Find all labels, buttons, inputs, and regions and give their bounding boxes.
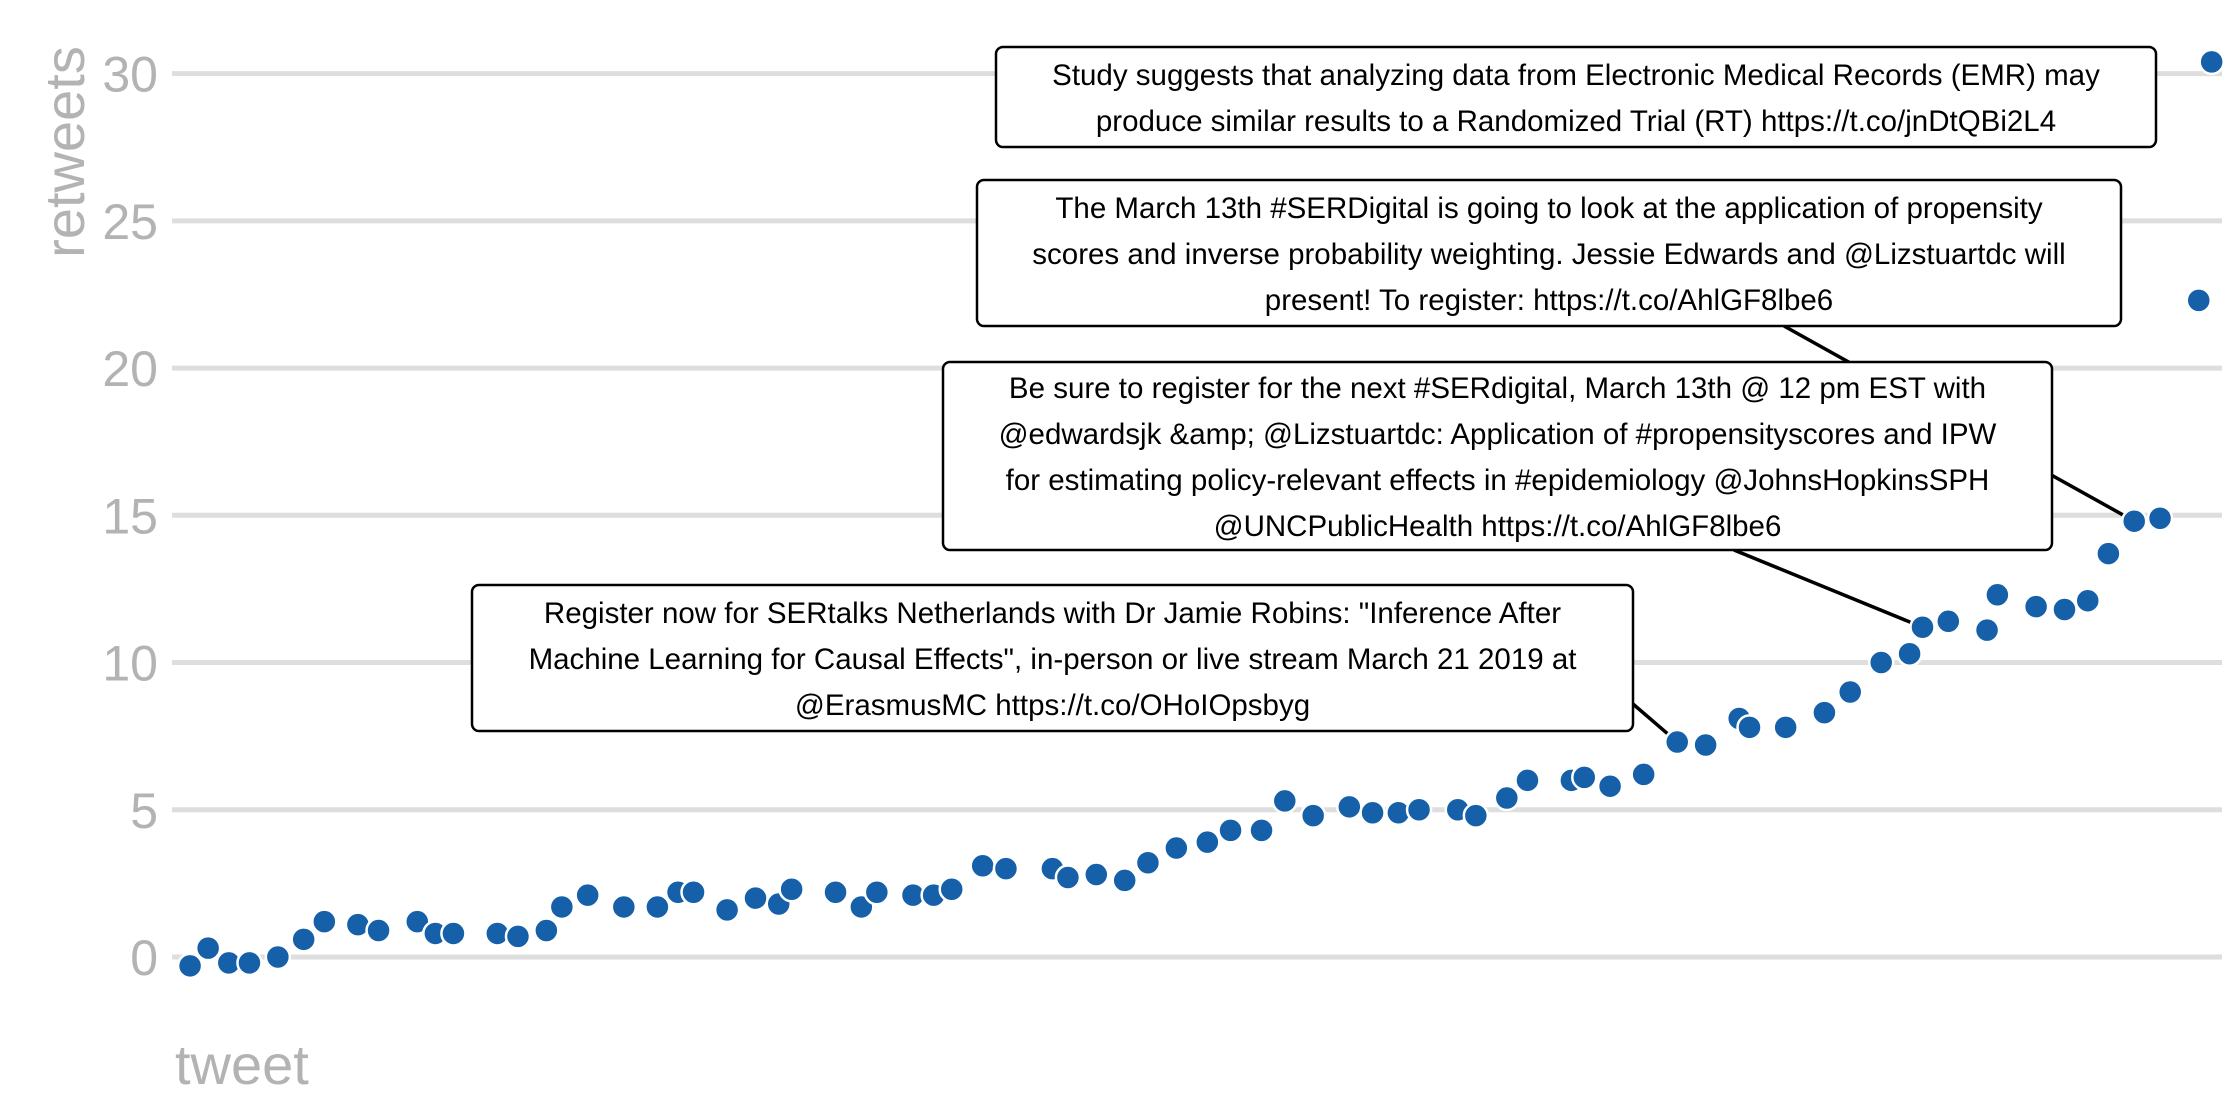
annotation-text-line: Machine Learning for Causal Effects", in… — [529, 643, 1577, 676]
data-point — [822, 878, 849, 906]
annotation-leader-line — [1733, 548, 1924, 629]
data-point — [1663, 728, 1691, 756]
data-point — [938, 876, 965, 903]
data-point — [404, 908, 431, 935]
data-point — [533, 917, 560, 944]
data-point — [1596, 772, 1624, 800]
data-point — [365, 917, 392, 944]
data-point — [1896, 640, 1923, 667]
y-tick-label: 25 — [102, 194, 158, 250]
y-axis-title: retweets — [33, 46, 96, 258]
annotation-text-line: Study suggests that analyzing data from … — [1052, 59, 2100, 92]
data-point — [742, 884, 769, 912]
data-point — [2095, 540, 2122, 567]
data-point — [2198, 48, 2225, 76]
data-point — [1571, 764, 1598, 791]
data-point — [2074, 587, 2101, 614]
annotation-text-line: for estimating policy-relevant effects i… — [1006, 464, 1990, 497]
data-point — [1163, 834, 1190, 862]
annotation-text-line: scores and inverse probability weighting… — [1032, 238, 2065, 271]
data-point — [236, 949, 263, 977]
data-point — [1054, 864, 1082, 891]
data-point — [194, 934, 222, 962]
y-tick-label: 5 — [130, 783, 158, 839]
data-point — [1772, 714, 1799, 741]
data-point — [1493, 784, 1521, 812]
data-point — [969, 852, 996, 879]
data-point — [1984, 581, 2011, 609]
annotation-text-line: @ErasmusMC https://t.co/OHoIOpsbyg — [795, 689, 1310, 722]
data-point — [504, 923, 532, 950]
annotation-text-line: Register now for SERtalks Netherlands wi… — [544, 597, 1561, 630]
data-point — [1248, 817, 1275, 844]
data-point — [1909, 613, 1936, 641]
annotation-box — [975, 178, 2123, 328]
data-point — [1973, 616, 2001, 644]
data-point — [1359, 799, 1386, 826]
data-point — [1336, 793, 1363, 821]
annotation-box — [941, 360, 2054, 552]
annotation-text-line: @edwardsjk &amp; @Lizstuartdc: Applicati… — [999, 418, 1997, 451]
data-point — [1692, 731, 1719, 759]
data-point — [1811, 699, 1838, 726]
data-point — [1867, 649, 1895, 676]
data-point — [2185, 287, 2213, 314]
data-point — [863, 878, 891, 906]
data-point — [1134, 849, 1162, 877]
annotation-box — [470, 583, 1635, 733]
annotation-box — [994, 45, 2158, 149]
data-point — [713, 896, 741, 924]
annotation-label: The March 13th #SERDigital is going to l… — [975, 178, 2123, 328]
data-point — [311, 908, 338, 935]
data-point — [1630, 761, 1657, 788]
y-tick-label: 10 — [102, 636, 158, 692]
annotation-text-line: @UNCPublicHealth https://t.co/AhlGF8lbe6 — [1214, 510, 1782, 543]
data-point — [1462, 802, 1490, 829]
data-point — [1194, 828, 1221, 856]
annotation-label: Register now for SERtalks Netherlands wi… — [470, 583, 1635, 733]
y-tick-label: 30 — [102, 47, 158, 103]
data-point — [992, 855, 1020, 882]
data-point — [1405, 796, 1433, 824]
data-point — [778, 876, 805, 903]
data-point — [2022, 593, 2050, 620]
data-point — [1935, 608, 1962, 635]
data-point — [1271, 787, 1299, 815]
data-point — [574, 881, 601, 909]
y-tick-label: 15 — [102, 488, 158, 544]
annotation-label: Study suggests that analyzing data from … — [994, 45, 2158, 149]
data-point — [440, 920, 467, 947]
data-point — [644, 893, 671, 921]
data-point — [2146, 505, 2174, 532]
annotation-text-line: The March 13th #SERDigital is going to l… — [1055, 192, 2042, 225]
data-point — [1514, 767, 1541, 794]
data-point — [610, 893, 638, 921]
data-point — [2120, 507, 2148, 535]
x-axis-title: tweet — [175, 1033, 309, 1096]
y-tick-label: 20 — [102, 341, 158, 397]
annotation-text-line: present! To register: https://t.co/AhlGF… — [1265, 284, 1833, 317]
data-point — [1299, 802, 1327, 829]
data-point — [1217, 817, 1244, 844]
annotation-label: Be sure to register for the next #SERdig… — [941, 360, 2054, 552]
data-point — [1111, 867, 1138, 894]
data-point — [176, 952, 204, 980]
data-point — [290, 926, 317, 953]
data-point — [548, 893, 576, 921]
data-point — [264, 943, 292, 971]
y-tick-label: 0 — [130, 930, 158, 986]
data-point — [2051, 596, 2078, 623]
data-point — [1083, 861, 1110, 888]
data-points — [176, 48, 2225, 980]
data-point — [680, 878, 707, 906]
data-point — [1736, 714, 1763, 741]
y-tick-labels: 0 5 10 15 20 25 30 — [102, 47, 158, 986]
annotations: Study suggests that analyzing data from … — [470, 45, 2158, 733]
data-point — [1836, 678, 1864, 706]
annotation-text-line: Be sure to register for the next #SERdig… — [1009, 372, 1986, 405]
annotation-text-line: produce similar results to a Randomized … — [1096, 105, 2056, 138]
